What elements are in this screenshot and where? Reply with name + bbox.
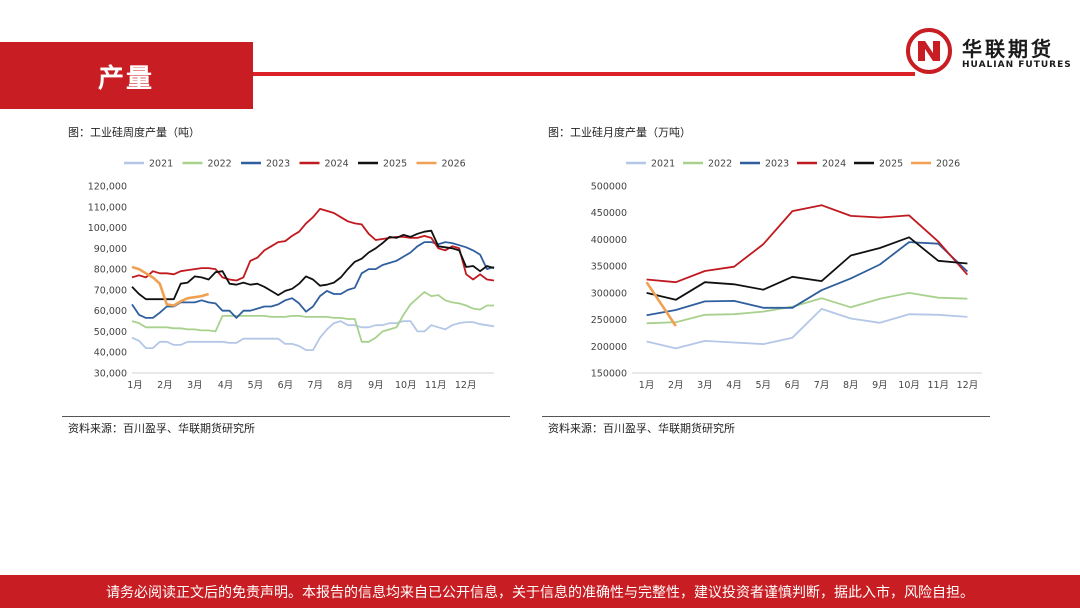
- x-tick-label: 7月: [308, 380, 324, 391]
- weekly-output-chart: 2021 2022 2023 2024 2025 2026 30,000 40,000 50,0…: [88, 159, 495, 391]
- x-tick-label: 6月: [785, 380, 801, 391]
- x-tick-label: 11月: [425, 380, 447, 391]
- legend-label-2021: 2021: [149, 159, 173, 170]
- monthly-chart-title: 图：工业硅月度产量（万吨）: [548, 126, 691, 139]
- y-tick-label: 90,000: [94, 244, 127, 255]
- legend-label-2023: 2023: [266, 159, 290, 170]
- weekly-chart-source: 资料来源：百川盈孚、华联期货研究所: [68, 422, 255, 435]
- x-tick-label: 6月: [278, 380, 294, 391]
- y-tick-label: 60,000: [94, 306, 127, 317]
- footer-bar: [0, 575, 1080, 608]
- x-tick-label: 9月: [368, 380, 384, 391]
- x-tick-label: 4月: [726, 380, 742, 391]
- x-tick-label: 3月: [187, 380, 203, 391]
- y-tick-label: 250000: [591, 315, 627, 326]
- x-tick-label: 5月: [248, 380, 264, 391]
- x-tick-label: 2月: [157, 380, 173, 391]
- y-tick-label: 300000: [591, 288, 627, 299]
- y-tick-label: 100,000: [88, 223, 127, 234]
- series-line-2025: [131, 229, 495, 301]
- series-line-2021: [646, 308, 968, 350]
- series-line-2022: [131, 291, 494, 343]
- series-line-2022: [646, 292, 968, 325]
- y-tick-label: 200000: [591, 342, 627, 353]
- y-tick-label: 30,000: [94, 369, 127, 380]
- x-tick-label: 10月: [898, 380, 920, 391]
- x-tick-label: 8月: [337, 380, 353, 391]
- x-tick-label: 1月: [639, 380, 655, 391]
- x-tick-label: 4月: [218, 380, 234, 391]
- x-tick-label: 9月: [872, 380, 888, 391]
- weekly-chart-title: 图：工业硅周度产量（吨）: [68, 126, 200, 139]
- brand-name-en: HUALIAN FUTURES: [962, 60, 1072, 70]
- monthly-output-chart: 2021 2022 2023 2024 2025 2026 150000 200000 2500…: [591, 159, 982, 391]
- x-tick-label: 7月: [814, 380, 830, 391]
- y-tick-label: 400000: [591, 235, 627, 246]
- legend-label-2021: 2021: [651, 159, 675, 170]
- legend-label-2024: 2024: [822, 159, 846, 170]
- title-banner: [0, 42, 253, 109]
- hualian-logo-icon: [906, 28, 952, 74]
- y-tick-label: 500000: [591, 182, 627, 193]
- series-line-2021: [131, 320, 495, 351]
- footer-disclaimer: 请务必阅读正文后的免责声明。本报告的信息均来自已公开信息，关于信息的准确性与完整…: [106, 585, 974, 601]
- page-title: 产量: [98, 64, 155, 94]
- legend-label-2022: 2022: [708, 159, 732, 170]
- series-line-2024: [646, 204, 969, 284]
- brand-name-cn: 华联期货: [962, 37, 1054, 61]
- series-line-2024: [131, 208, 495, 282]
- y-tick-label: 80,000: [94, 265, 127, 276]
- legend-label-2022: 2022: [208, 159, 232, 170]
- legend-label-2026: 2026: [442, 159, 466, 170]
- x-tick-label: 3月: [697, 380, 713, 391]
- y-tick-label: 150000: [591, 369, 627, 380]
- y-tick-label: 40,000: [94, 348, 127, 359]
- legend-label-2024: 2024: [325, 159, 349, 170]
- y-tick-label: 350000: [591, 262, 627, 273]
- x-tick-label: 8月: [843, 380, 859, 391]
- legend-label-2025: 2025: [383, 159, 407, 170]
- x-tick-label: 5月: [755, 380, 771, 391]
- y-tick-label: 110,000: [88, 202, 127, 213]
- legend-label-2026: 2026: [936, 159, 960, 170]
- x-tick-label: 10月: [395, 380, 417, 391]
- legend-label-2023: 2023: [765, 159, 789, 170]
- y-tick-label: 120,000: [88, 182, 127, 193]
- x-tick-label: 12月: [957, 380, 979, 391]
- x-tick-label: 11月: [927, 380, 949, 391]
- x-tick-label: 2月: [668, 380, 684, 391]
- monthly-source-divider: [542, 416, 990, 417]
- monthly-chart-source: 资料来源：百川盈孚、华联期货研究所: [548, 422, 735, 435]
- x-tick-label: 1月: [127, 380, 143, 391]
- x-tick-label: 12月: [455, 380, 477, 391]
- legend-label-2025: 2025: [879, 159, 903, 170]
- y-tick-label: 450000: [591, 208, 627, 219]
- series-line-2026: [645, 281, 677, 327]
- y-tick-label: 70,000: [94, 285, 127, 296]
- y-tick-label: 50,000: [94, 327, 127, 338]
- weekly-source-divider: [62, 416, 510, 417]
- series-line-2025: [646, 236, 968, 301]
- series-line-2026: [131, 265, 209, 307]
- title-underline: [253, 72, 915, 76]
